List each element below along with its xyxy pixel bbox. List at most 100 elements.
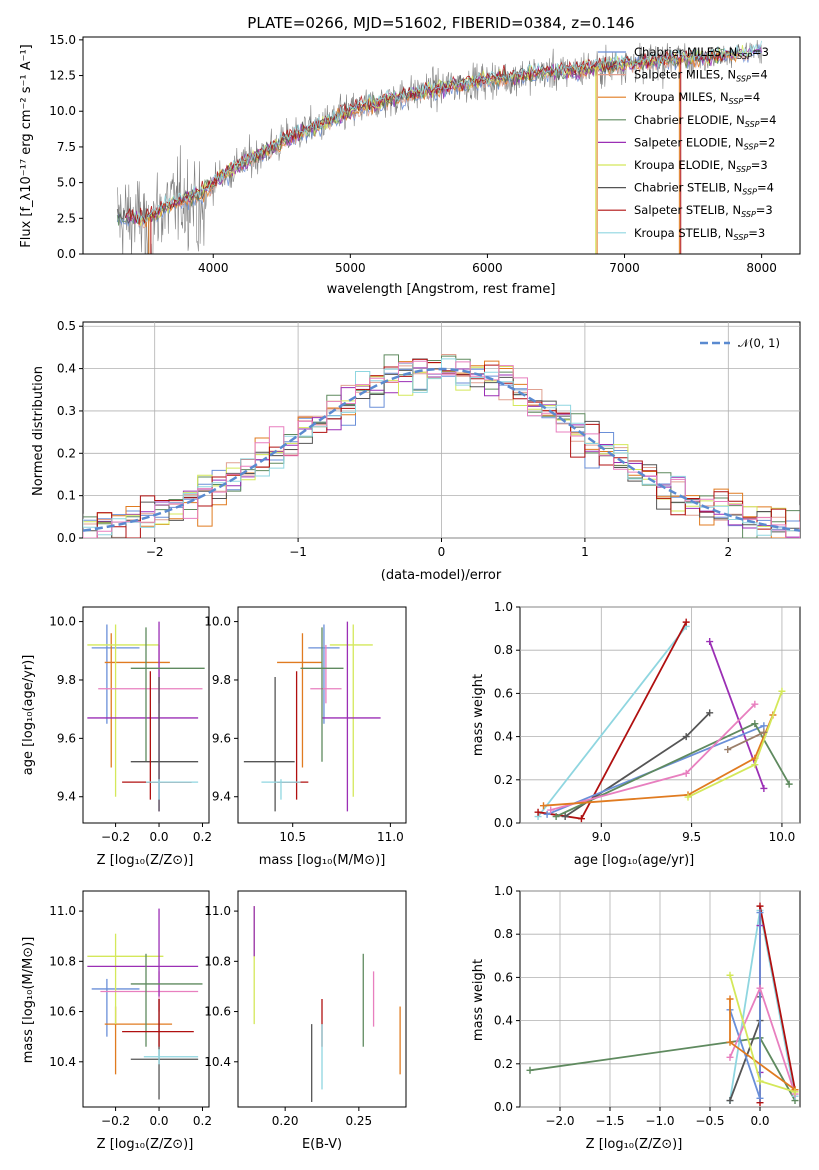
- wZ-xtick-label: −2.0: [545, 1114, 574, 1128]
- residual-xtick-label: −1: [289, 545, 307, 559]
- wAge-xlabel: age [log₁₀(age/yr)]: [574, 853, 695, 868]
- spectrum-panel: 4000 5000 6000 7000 8000 0.0 2.5 5.0 7.5 10.0 12.5…: [49, 33, 801, 275]
- residual-ytick-label: 0.1: [57, 489, 76, 503]
- legend-entry: Salpeter ELODIE, NSSP=2: [634, 135, 775, 151]
- wZ-marker: [756, 984, 764, 992]
- weight-vs-age-panel: 9.0 9.5 10.0 0.0 0.2 0.4 0.6 0.8 1.0: [494, 600, 801, 844]
- wZ-xtick-label: −0.5: [695, 1114, 724, 1128]
- wAge-marker: [534, 808, 542, 816]
- legend-entry: Chabrier ELODIE, NSSP=4: [634, 113, 776, 129]
- ageM-point: [277, 633, 322, 768]
- residual-ytick-label: 0.3: [57, 404, 76, 418]
- massZ-ylabel: mass [log₁₀(M/M⊙)]: [21, 937, 36, 1064]
- ageZ-ytick-label: 10.0: [49, 615, 76, 629]
- wZ-ytick-label: 1.0: [494, 884, 513, 898]
- weight-vs-metallicity-panel: −2.0 −1.5 −1.0 −0.5 0.0 0.0 0.2 0.4 0.6 0.8 1.0: [494, 884, 801, 1128]
- ageM-point: [310, 644, 342, 704]
- massE-ytick-label: 11.0: [204, 904, 231, 918]
- wAge-marker: [684, 793, 692, 801]
- ageM-errorbars: [243, 621, 381, 812]
- wAge-lines: [534, 618, 793, 823]
- wZ-marker: [791, 1088, 799, 1096]
- normal-curve-line: [83, 367, 800, 532]
- wZ-xtick-label: 0.0: [750, 1114, 769, 1128]
- wAge-marker: [561, 813, 569, 821]
- spectrum-xtick-label: 6000: [472, 261, 503, 275]
- wAge-marker: [760, 722, 768, 730]
- ageZ-ytick-label: 9.8: [57, 673, 76, 687]
- spectrum-ytick-label: 12.5: [49, 69, 76, 83]
- spectrum-xtick-label: 5000: [335, 261, 366, 275]
- residual-xtick-label: −2: [146, 545, 164, 559]
- ageM-ytick-label: 9.8: [212, 673, 231, 687]
- wZ-marker: [756, 1077, 764, 1085]
- massZ-xtick-label: −0.2: [101, 1114, 130, 1128]
- spectrum-xtick-label: 4000: [198, 261, 229, 275]
- residual-ylabel: Normed distribution: [31, 366, 46, 496]
- wAge-marker: [724, 746, 732, 754]
- wZ-ytick-label: 0.8: [494, 927, 513, 941]
- wZ-marker: [756, 909, 764, 917]
- ageM-frame: [237, 606, 407, 824]
- wZ-ytick-label: 0.4: [494, 1014, 513, 1028]
- wZ-xtick-label: −1.5: [595, 1114, 624, 1128]
- model-spectrum-line: [125, 46, 762, 225]
- ageM-xlabel: mass [log₁₀(M/M⊙)]: [259, 853, 386, 868]
- massZ-point: [143, 1049, 199, 1065]
- wAge-marker: [760, 728, 768, 736]
- wZ-marker: [756, 902, 764, 910]
- ageZ-ytick-label: 9.4: [57, 790, 76, 804]
- wZ-xtick-label: −1.0: [645, 1114, 674, 1128]
- wZ-marker: [756, 1094, 764, 1102]
- spectrum-ylabel: Flux [f_λ10⁻¹⁷ erg cm⁻² s⁻¹ A⁻¹]: [19, 44, 34, 248]
- massZ-xlabel: Z [log₁₀(Z/Z⊙)]: [97, 1137, 194, 1152]
- ageM-point: [243, 677, 295, 812]
- massZ-point: [87, 908, 199, 997]
- spectrum-ytick-label: 0.0: [57, 247, 76, 261]
- wAge-frame: [519, 606, 801, 824]
- spectrum-frame: [82, 36, 801, 255]
- spectrum-ytick-label: 5.0: [57, 176, 76, 190]
- wAge-marker: [785, 780, 793, 788]
- ageZ-xlabel: Z [log₁₀(Z/Z⊙)]: [97, 853, 194, 868]
- wAge-ytick-label: 0.2: [494, 773, 513, 787]
- legend-entry: Chabrier STELIB, NSSP=4: [634, 181, 774, 197]
- wAge-marker: [552, 813, 560, 821]
- wAge-marker: [760, 784, 768, 792]
- legend-entry: Kroupa STELIB, NSSP=3: [634, 226, 765, 242]
- wAge-marker: [751, 700, 759, 708]
- wZ-marker: [726, 971, 734, 979]
- ageM-point: [308, 624, 340, 724]
- spectrum-ytick-label: 7.5: [57, 140, 76, 154]
- ageZ-ylabel: age [log₁₀(age/yr)]: [21, 655, 36, 776]
- ageZ-point: [130, 677, 199, 812]
- wAge-ylabel: mass weight: [471, 674, 486, 756]
- ageZ-ytick-label: 9.6: [57, 731, 76, 745]
- legend-entry: Kroupa MILES, NSSP=4: [634, 90, 760, 106]
- wAge-series-line: [727, 731, 765, 751]
- legend-entry-normal: 𝒩(0, 1): [738, 336, 780, 350]
- wZ-marker: [526, 1066, 534, 1074]
- wAge-marker: [577, 815, 585, 823]
- ageZ-point: [87, 621, 199, 812]
- ageZ-point: [122, 671, 192, 800]
- massE-ytick-label: 10.4: [204, 1055, 231, 1069]
- ageZ-xtick-label: −0.2: [101, 830, 130, 844]
- ageZ-errorbars: [87, 621, 205, 812]
- wAge-ytick-label: 0.0: [494, 816, 513, 830]
- age-vs-mass-panel: 10.5 11.0 9.4 9.6 9.8 10.0: [204, 606, 407, 844]
- ageM-xtick-label: 10.5: [279, 830, 306, 844]
- ageM-point: [277, 671, 309, 800]
- spectrum-ytick-label: 2.5: [57, 211, 76, 225]
- ageM-point: [300, 627, 344, 762]
- ageM-point: [329, 624, 373, 797]
- model-spectrum-line: [125, 49, 729, 225]
- wAge-marker: [778, 687, 786, 695]
- ageZ-point: [146, 779, 199, 800]
- wZ-marker: [726, 1097, 734, 1105]
- massZ-frame: [82, 890, 210, 1108]
- wAge-marker: [547, 806, 555, 814]
- wZ-lines: [526, 902, 799, 1107]
- wZ-xlabel: Z [log₁₀(Z/Z⊙)]: [586, 1137, 683, 1152]
